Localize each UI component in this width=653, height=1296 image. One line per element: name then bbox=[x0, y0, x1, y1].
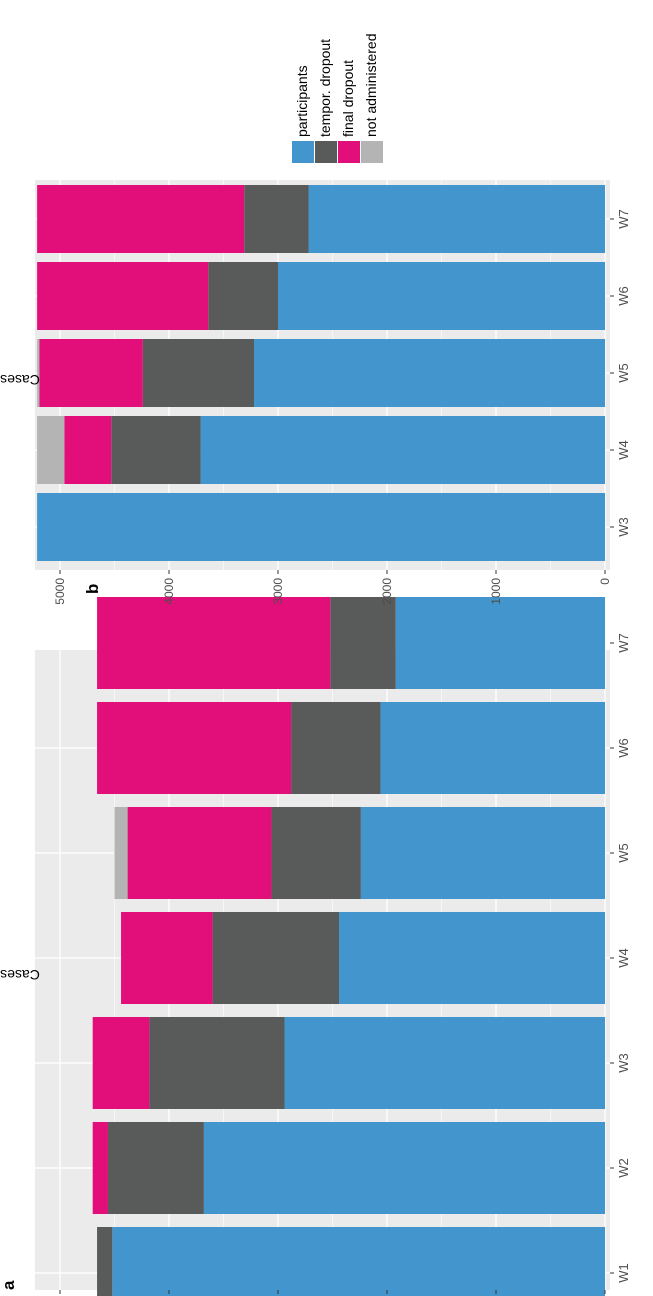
legend-swatch-final-dropout bbox=[338, 141, 360, 163]
bar-w6-tempor-dropout bbox=[291, 702, 381, 794]
value-tick-label: 2000 bbox=[380, 578, 394, 605]
category-label-w2: W2 bbox=[616, 1158, 631, 1178]
bar-w3-participants bbox=[37, 493, 606, 561]
bar-w5-final-dropout bbox=[127, 807, 272, 899]
bar-w6-final-dropout bbox=[37, 262, 209, 330]
category-label-w3: W3 bbox=[616, 1053, 631, 1073]
category-label-w5: W5 bbox=[616, 843, 631, 863]
bar-w7-tempor-dropout bbox=[330, 597, 396, 689]
panel-label: a bbox=[0, 1280, 18, 1290]
bar-w7-final-dropout bbox=[37, 185, 245, 253]
axis-title: Cases bbox=[0, 967, 40, 983]
bar-w7-final-dropout bbox=[97, 597, 331, 689]
bar-w6-participants bbox=[278, 262, 605, 330]
axis-title: Cases bbox=[0, 372, 40, 388]
value-tick-label: 3000 bbox=[271, 578, 285, 605]
bar-w7-participants bbox=[395, 597, 605, 689]
bar-w5-tempor-dropout bbox=[271, 807, 361, 899]
bar-w5-tempor-dropout bbox=[142, 339, 255, 407]
value-tick-label: 0 bbox=[598, 578, 612, 585]
category-label-w7: W7 bbox=[616, 633, 631, 653]
bar-w2-participants bbox=[203, 1122, 605, 1214]
category-label-w6: W6 bbox=[616, 286, 631, 306]
bar-w1-participants bbox=[112, 1227, 605, 1296]
bar-w4-participants bbox=[200, 416, 606, 484]
bar-w5-final-dropout bbox=[39, 339, 143, 407]
bar-w3-tempor-dropout bbox=[149, 1017, 285, 1109]
bar-w4-participants bbox=[339, 912, 605, 1004]
bar-w4-not-administered bbox=[37, 416, 65, 484]
value-tick-label: 4000 bbox=[162, 578, 176, 605]
bar-w5-not-administered bbox=[37, 339, 40, 407]
value-tick-label: 1000 bbox=[489, 578, 503, 605]
bar-w2-final-dropout bbox=[92, 1122, 108, 1214]
category-label-w7: W7 bbox=[616, 209, 631, 229]
legend-label-not-administered: not administered bbox=[363, 33, 379, 137]
panel-b: 0 1000 2000 3000 4000 5000 W3 W4 W5 W6 W7 Cases b bbox=[0, 180, 631, 605]
panel-label: b bbox=[83, 584, 102, 594]
bar-w3-participants bbox=[284, 1017, 605, 1109]
category-label-w4: W4 bbox=[616, 440, 631, 460]
bar-w5-participants bbox=[360, 807, 605, 899]
bar-w6-tempor-dropout bbox=[208, 262, 278, 330]
panel-a: 02500500075001000012500W1W2W3W4W5W6W7Cas… bbox=[0, 597, 631, 1296]
bar-w1-tempor-dropout bbox=[97, 1227, 113, 1296]
legend-swatch-not-administered bbox=[361, 141, 383, 163]
category-label-w5: W5 bbox=[616, 363, 631, 383]
bar-w7-tempor-dropout bbox=[244, 185, 309, 253]
category-label-w3: W3 bbox=[616, 517, 631, 537]
category-label-w6: W6 bbox=[616, 738, 631, 758]
bar-w5-not-administered bbox=[114, 807, 128, 899]
bar-w4-tempor-dropout bbox=[111, 416, 201, 484]
bar-w4-final-dropout bbox=[64, 416, 112, 484]
legend-label-participants: participants bbox=[294, 65, 310, 137]
legend-swatch-tempor-dropout bbox=[315, 141, 337, 163]
bar-w6-final-dropout bbox=[97, 702, 292, 794]
bar-w7-participants bbox=[308, 185, 605, 253]
category-label-w1: W1 bbox=[616, 1263, 631, 1283]
bar-w2-tempor-dropout bbox=[107, 1122, 204, 1214]
bar-w3-final-dropout bbox=[92, 1017, 150, 1109]
legend-label-tempor-dropout: tempor. dropout bbox=[317, 39, 333, 137]
category-label-w4: W4 bbox=[616, 948, 631, 968]
legend: participants tempor. dropout final dropout… bbox=[292, 33, 383, 163]
legend-label-final-dropout: final dropout bbox=[340, 60, 356, 137]
legend-swatch-participants bbox=[292, 141, 314, 163]
bar-w5-participants bbox=[254, 339, 605, 407]
bar-w6-participants bbox=[380, 702, 605, 794]
bar-w4-tempor-dropout bbox=[212, 912, 340, 1004]
bar-w4-final-dropout bbox=[121, 912, 213, 1004]
value-tick-label: 5000 bbox=[53, 578, 67, 605]
